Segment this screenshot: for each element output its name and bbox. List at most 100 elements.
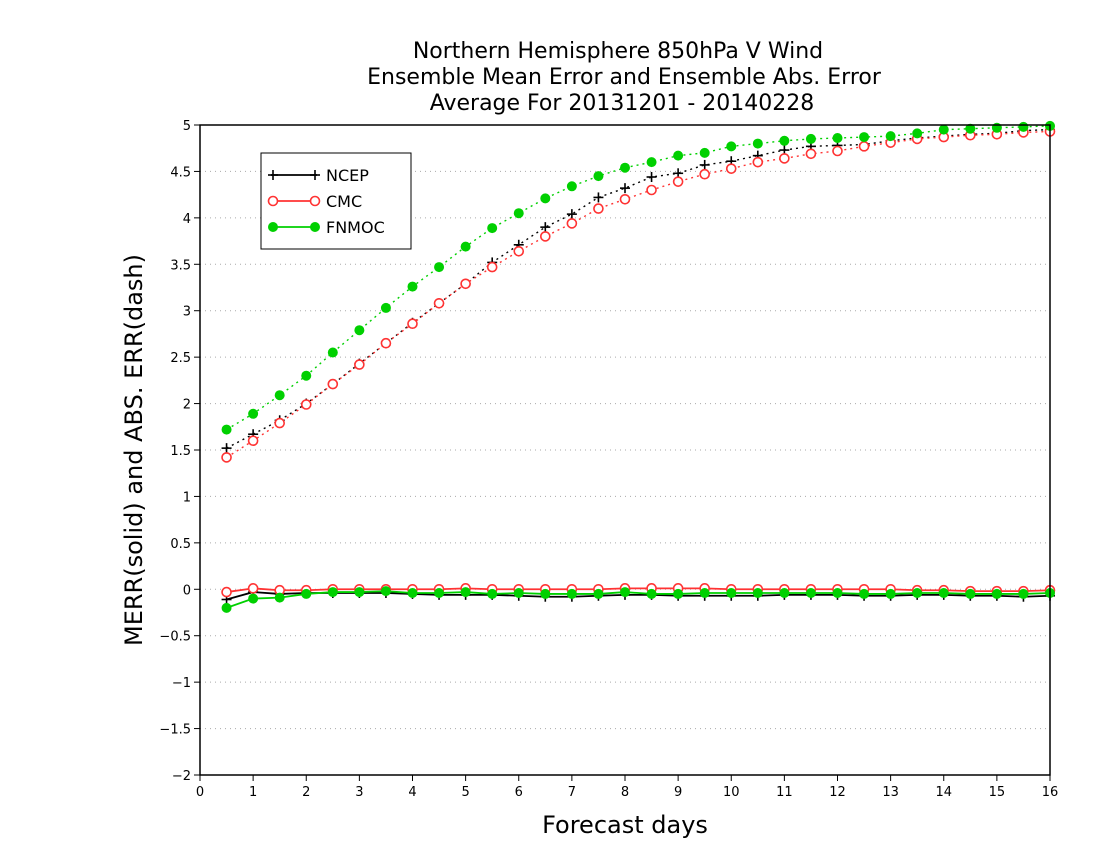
abs-err-point-fnmoc <box>752 138 763 149</box>
y-axis-label: MERR(solid) and ABS. ERR(dash) <box>120 254 148 646</box>
mean-err-point-fnmoc <box>726 588 737 598</box>
abs-err-point-fnmoc <box>912 128 923 139</box>
mean-err-point-cmc <box>247 583 259 594</box>
y-tick-label: 1.5 <box>170 444 191 459</box>
x-tick-label: 11 <box>776 785 793 800</box>
abs-err-point-cmc <box>486 261 498 273</box>
abs-err-point-cmc <box>566 218 578 229</box>
abs-err-point-cmc <box>380 337 392 349</box>
mean-err-point-fnmoc <box>301 588 312 599</box>
x-tick-label: 7 <box>568 785 576 800</box>
mean-err-point-fnmoc <box>965 588 976 599</box>
abs-err-point-cmc <box>619 193 631 205</box>
abs-err-point-fnmoc <box>673 150 684 161</box>
mean-err-point-fnmoc <box>991 588 1002 599</box>
abs-err-point-cmc <box>858 141 870 152</box>
x-tick-label: 9 <box>674 785 682 800</box>
y-tick-label: −2 <box>172 769 191 784</box>
plot-frame <box>199 124 1051 776</box>
x-tick-label: 15 <box>989 785 1006 800</box>
mean-err-point-fnmoc <box>380 586 391 597</box>
abs-err-point-ncep <box>221 443 232 454</box>
abs-err-point-cmc <box>832 145 843 157</box>
abs-err-point-cmc <box>221 452 232 463</box>
abs-err-point-fnmoc <box>460 241 471 252</box>
mean-err-point-fnmoc <box>434 588 445 598</box>
abs-err-point-fnmoc <box>248 408 259 419</box>
abs-err-point-fnmoc <box>779 135 790 146</box>
abs-err-point-cmc <box>513 245 525 257</box>
abs-err-point-cmc <box>407 318 418 330</box>
x-axis-label: Forecast days <box>542 811 708 839</box>
y-tick-label: −0.5 <box>159 630 191 645</box>
abs-err-point-fnmoc <box>407 281 418 292</box>
title-line-3: Average For 20131201 - 20140228 <box>430 91 815 116</box>
abs-err-point-cmc <box>540 231 551 242</box>
legend-entry-ncep: NCEP <box>268 166 369 185</box>
y-tick-label: 4 <box>183 212 191 227</box>
legend-marker-cmc <box>267 195 279 207</box>
mean-err-point-fnmoc <box>566 588 577 599</box>
abs-err-point-cmc <box>672 176 684 187</box>
abs-err-point-cmc <box>805 148 817 160</box>
abs-err-point-ncep <box>566 209 577 220</box>
y-tick-label: 2 <box>183 398 191 413</box>
y-tick-label: −1.5 <box>159 723 191 738</box>
y-tick-label: 0.5 <box>170 537 191 552</box>
abs-err-point-fnmoc <box>620 162 630 173</box>
legend-marker-cmc <box>309 195 321 207</box>
x-tick-label: 5 <box>461 785 469 800</box>
y-tick-label: 2.5 <box>170 351 191 366</box>
abs-err-point-fnmoc <box>832 133 843 143</box>
mean-err-point-fnmoc <box>354 587 365 598</box>
mean-err-point-fnmoc <box>248 593 259 604</box>
abs-err-point-fnmoc <box>805 133 816 144</box>
mean-err-point-fnmoc <box>832 588 843 598</box>
abs-err-point-cmc <box>646 184 657 196</box>
abs-err-point-cmc <box>327 378 339 390</box>
title-line-1: Northern Hemisphere 850hPa V Wind <box>413 39 823 64</box>
title-line-2: Ensemble Mean Error and Ensemble Abs. Er… <box>367 65 882 90</box>
legend-label-cmc: CMC <box>326 192 362 211</box>
mean-err-point-fnmoc <box>938 588 949 598</box>
x-tick-label: 1 <box>249 785 257 800</box>
mean-err-point-fnmoc <box>859 588 870 599</box>
legend-label-ncep: NCEP <box>326 166 369 185</box>
abs-err-point-fnmoc <box>301 370 312 381</box>
mean-err-point-fnmoc <box>646 588 657 599</box>
x-tick-label: 16 <box>1042 785 1059 800</box>
mean-err-point-fnmoc <box>460 587 471 598</box>
abs-err-point-cmc <box>699 168 710 180</box>
x-tick-label: 0 <box>196 785 204 800</box>
y-tick-label: 3 <box>183 305 191 320</box>
abs-err-point-cmc <box>725 163 737 174</box>
legend-label-fnmoc: FNMOC <box>326 218 385 237</box>
abs-err-point-fnmoc <box>274 390 285 401</box>
abs-err-point-cmc <box>300 399 312 410</box>
y-tick-label: −1 <box>172 676 191 691</box>
legend-entry-cmc: CMC <box>267 192 362 211</box>
abs-err-point-fnmoc <box>540 193 551 204</box>
x-tick-label: 12 <box>829 785 846 800</box>
abs-err-point-cmc <box>460 278 471 290</box>
legend-marker-fnmoc <box>268 222 278 232</box>
series-fnmoc <box>221 120 1055 613</box>
y-tick-label: 5 <box>183 119 191 134</box>
abs-err-point-cmc <box>247 435 259 447</box>
abs-err-point-fnmoc <box>593 171 604 182</box>
mean-err-point-fnmoc <box>912 588 923 598</box>
mean-err-point-fnmoc <box>805 588 816 598</box>
abs-err-point-fnmoc <box>859 132 870 143</box>
abs-err-point-ncep <box>646 172 657 182</box>
abs-err-point-fnmoc <box>513 208 524 219</box>
abs-err-point-fnmoc <box>885 131 896 142</box>
legend-marker-fnmoc <box>310 222 320 232</box>
series-layer <box>221 120 1056 613</box>
grid <box>200 170 1050 730</box>
mean-err-point-fnmoc <box>407 588 418 598</box>
abs-err-point-fnmoc <box>726 141 737 152</box>
x-tick-label: 10 <box>723 785 740 800</box>
abs-err-point-fnmoc <box>646 157 657 168</box>
mean-err-point-fnmoc <box>699 588 710 598</box>
ticks: −2−1.5−1−0.500.511.522.533.544.550 1 2 3 4 5 6… <box>159 119 1058 800</box>
